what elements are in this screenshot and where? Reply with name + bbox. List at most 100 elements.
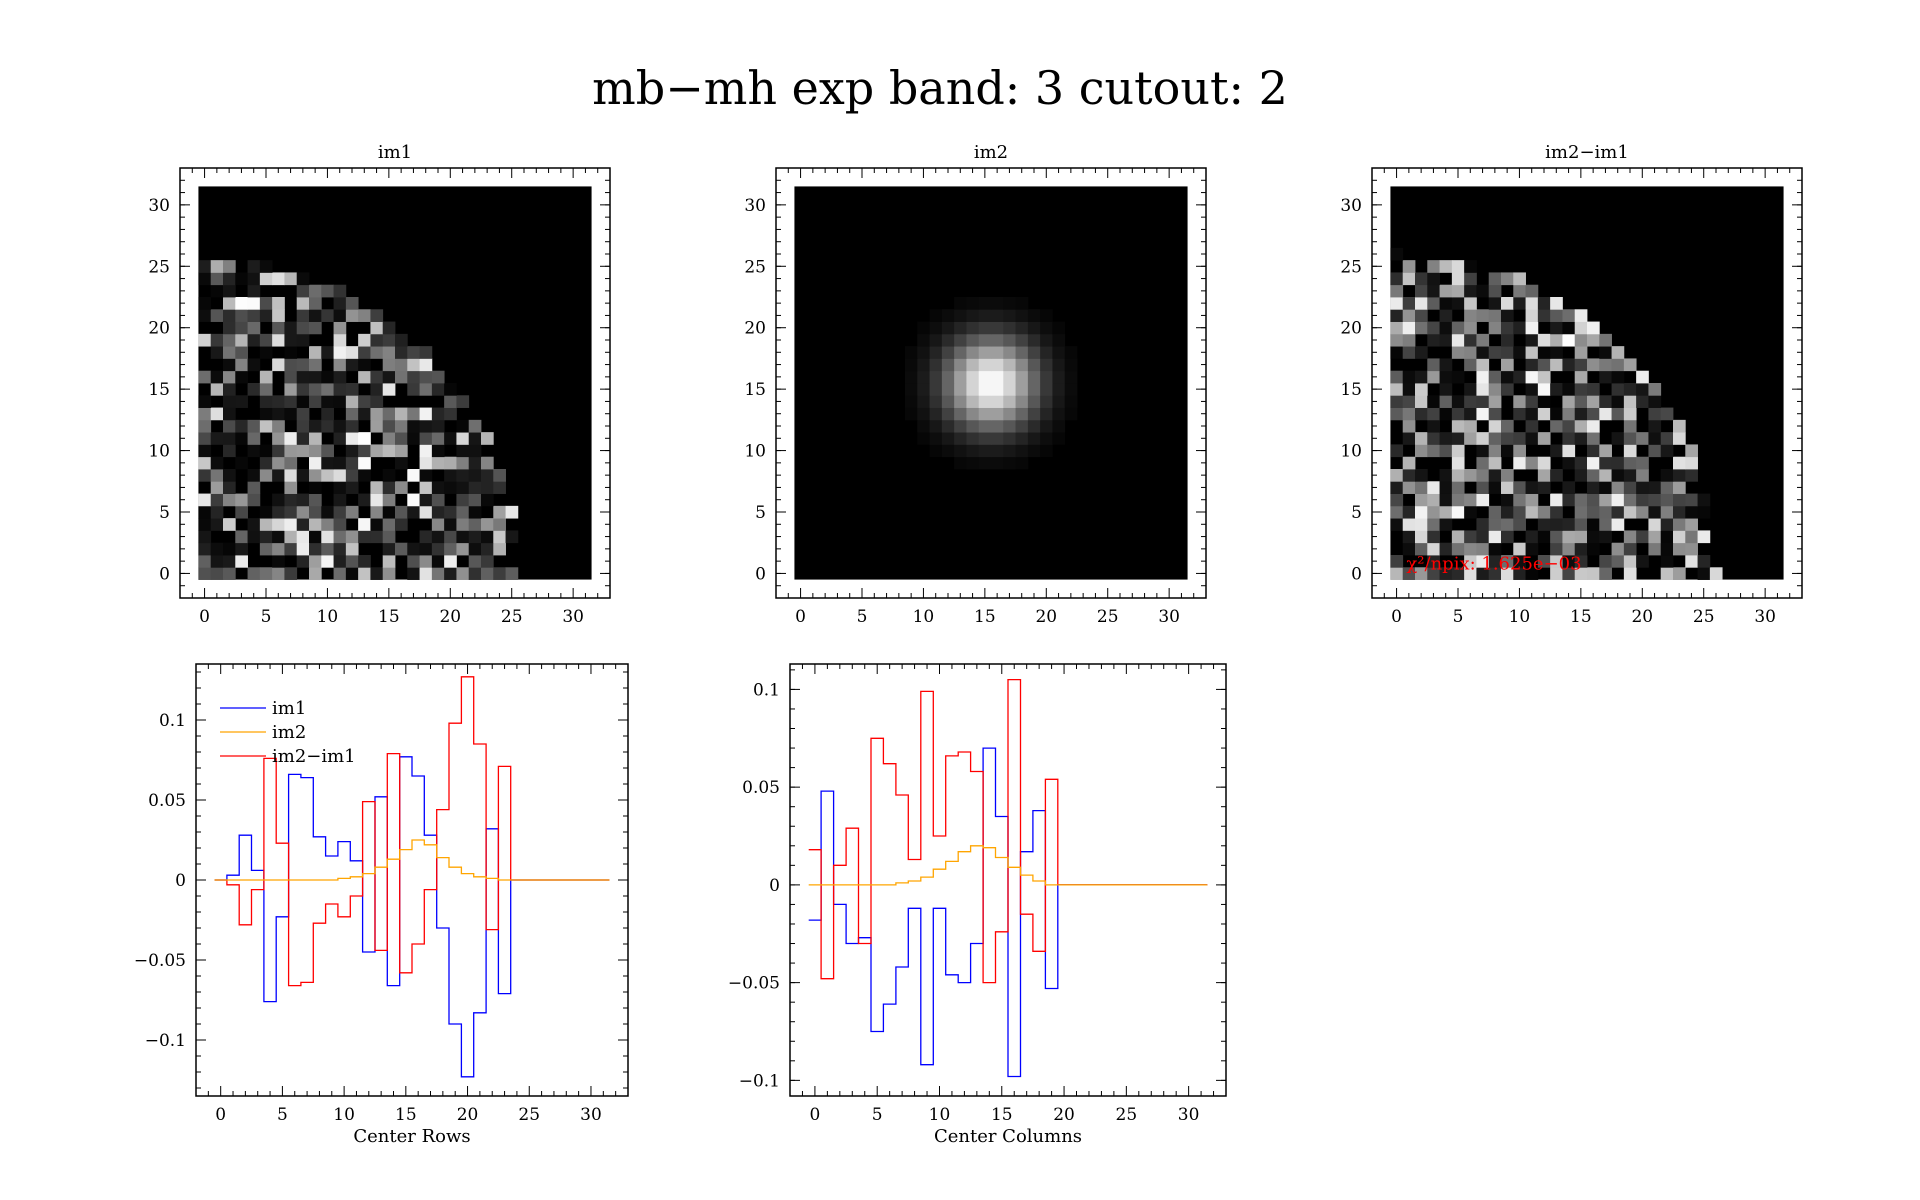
image-pixel — [223, 284, 236, 298]
image-pixel — [382, 567, 396, 580]
image-pixel — [1488, 309, 1502, 322]
image-pixel — [272, 518, 285, 531]
image-pixel — [1027, 444, 1041, 458]
image-pixel — [1587, 432, 1600, 445]
image-pixel — [198, 493, 212, 507]
image-pixel — [1587, 505, 1600, 519]
image-pixel — [481, 432, 494, 445]
image-pixel — [954, 383, 967, 396]
image-pixel — [382, 518, 396, 531]
image-pixel — [333, 481, 347, 494]
image-pixel — [1427, 333, 1440, 347]
image-pixel — [1427, 407, 1440, 421]
image-pixel — [1550, 505, 1563, 519]
image-pixel — [1415, 321, 1428, 335]
image-pixel — [966, 370, 980, 384]
image-pixel — [259, 444, 273, 458]
image-2-ytick-label: 15 — [744, 380, 766, 400]
image-pixel — [978, 395, 992, 408]
image-pixel — [431, 419, 445, 433]
image-pixel — [1390, 481, 1404, 494]
image-pixel — [345, 505, 359, 519]
image-pixel — [333, 493, 347, 507]
image-pixel — [333, 333, 347, 347]
image-pixel — [407, 358, 420, 372]
image-pixel — [284, 505, 298, 519]
image-pixel — [1427, 260, 1440, 273]
image-pixel — [1415, 297, 1428, 310]
image-pixel — [370, 530, 384, 544]
image-pixel — [259, 272, 273, 286]
image-pixel — [1488, 567, 1502, 580]
image-pixel — [1562, 395, 1576, 408]
image-pixel — [345, 542, 359, 556]
image-pixel — [1451, 333, 1465, 347]
panel-title: im2−im1 — [1545, 142, 1629, 163]
image-pixel — [370, 383, 384, 396]
image-pixel — [1660, 432, 1674, 445]
image-pixel — [456, 395, 470, 408]
image-pixel — [284, 395, 298, 408]
image-pixel — [991, 297, 1004, 310]
image-2-ytick-label: 10 — [744, 442, 766, 462]
image-pixel — [210, 456, 224, 470]
image-1-xtick-label: 10 — [317, 607, 339, 627]
image-3-ytick-label: 15 — [1340, 380, 1362, 400]
image-pixel — [1390, 284, 1404, 298]
image-pixel — [468, 567, 482, 580]
image-pixel — [358, 518, 371, 531]
image-pixel — [1562, 444, 1576, 458]
image-pixel — [247, 493, 261, 507]
image-pixel — [1587, 383, 1600, 396]
image-pixel — [247, 530, 261, 544]
image-pixel — [333, 419, 347, 433]
image-pixel — [1027, 321, 1041, 335]
image-pixel — [210, 370, 224, 384]
profile-1-xtick-label: 15 — [395, 1105, 417, 1125]
image-pixel — [198, 456, 212, 470]
image-pixel — [1623, 358, 1637, 372]
image-pixel — [1513, 432, 1526, 445]
image-pixel — [1003, 333, 1016, 347]
image-pixel — [991, 346, 1004, 359]
image-pixel — [978, 309, 992, 322]
image-pixel — [223, 432, 236, 445]
image-pixel — [1537, 358, 1551, 372]
image-pixel — [991, 407, 1004, 421]
image-pixel — [235, 272, 248, 286]
image-pixel — [1040, 309, 1053, 322]
image-pixel — [1673, 493, 1686, 507]
image-pixel — [284, 542, 298, 556]
image-pixel — [1451, 493, 1465, 507]
image-pixel — [1439, 383, 1453, 396]
image-pixel — [1476, 370, 1490, 384]
image-pixel — [481, 567, 494, 580]
image-pixel — [1040, 444, 1053, 458]
image-pixel — [1513, 272, 1526, 286]
image-pixel — [966, 444, 980, 458]
image-pixel — [395, 505, 408, 519]
image-pixel — [1064, 395, 1078, 408]
image-pixel — [431, 383, 445, 396]
image-pixel — [1015, 370, 1029, 384]
image-pixel — [1574, 542, 1588, 556]
image-3-xtick-label: 10 — [1509, 607, 1531, 627]
image-pixel — [210, 407, 224, 421]
image-pixel — [1402, 260, 1416, 273]
image-pixel — [468, 456, 482, 470]
image-pixel — [1611, 370, 1625, 384]
image-pixel — [284, 383, 298, 396]
image-pixel — [1562, 407, 1576, 421]
image-pixel — [309, 444, 322, 458]
image-pixel — [1636, 395, 1649, 408]
image-pixel — [1040, 346, 1053, 359]
image-pixel — [345, 346, 359, 359]
image-pixel — [978, 407, 992, 421]
image-2-ytick-label: 20 — [744, 319, 766, 339]
image-pixel — [333, 456, 347, 470]
image-pixel — [1390, 567, 1404, 580]
image-pixel — [321, 456, 334, 470]
image-pixel — [1525, 321, 1539, 335]
image-pixel — [468, 518, 482, 531]
image-pixel — [370, 518, 384, 531]
